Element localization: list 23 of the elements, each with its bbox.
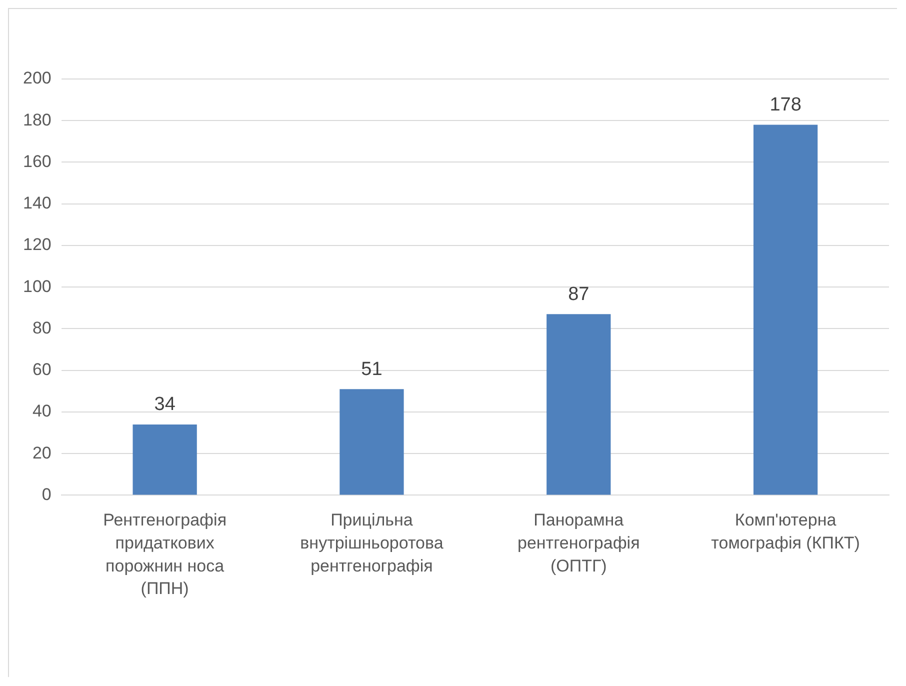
- data-label: 178: [770, 94, 802, 116]
- y-tick-label: 40: [32, 402, 52, 421]
- bar: [546, 314, 611, 495]
- y-tick-label: 60: [32, 360, 52, 380]
- x-tick-label: Прицільна внутрішньоротова рентгенографія: [300, 510, 444, 576]
- x-tick-label: Рентгенографія придаткових порожнин носа (ППН): [103, 510, 227, 598]
- y-tick-label: 120: [22, 235, 52, 254]
- bar: [132, 424, 197, 495]
- y-tick-label: 0: [42, 484, 52, 504]
- data-label: 87: [568, 284, 590, 305]
- data-label: 34: [154, 394, 176, 416]
- y-tick-label: 20: [32, 443, 52, 462]
- x-tick-label: Панорамна рентгенографія (ОПТГ): [517, 510, 640, 576]
- y-tick-label: 100: [22, 276, 52, 296]
- y-tick-label: 140: [22, 194, 52, 213]
- y-tick-label: 180: [22, 110, 52, 130]
- y-tick-label: 160: [22, 152, 52, 171]
- bar: [753, 124, 818, 495]
- data-label: 51: [361, 358, 382, 380]
- y-tick-label: 200: [22, 68, 52, 88]
- y-tick-label: 80: [32, 318, 52, 338]
- x-tick-label: Комп'ютерна томографія (КПКТ): [711, 510, 860, 552]
- bar: [340, 389, 404, 495]
